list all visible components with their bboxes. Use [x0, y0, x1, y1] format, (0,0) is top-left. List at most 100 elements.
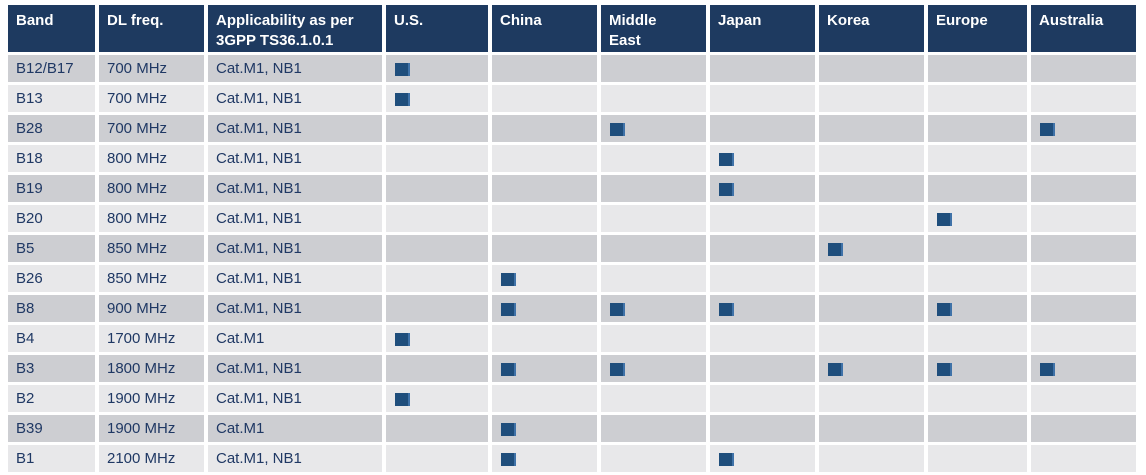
region-cell-korea: [819, 295, 924, 322]
region-cell-korea: [819, 415, 924, 442]
region-cell-us: [386, 205, 488, 232]
dl_freq-cell: 800 MHz: [99, 145, 204, 172]
region-cell-europe: [928, 115, 1027, 142]
region-cell-china: [492, 235, 597, 262]
region-cell-china: [492, 55, 597, 82]
region-cell-japan: [710, 415, 815, 442]
region-cell-china: [492, 415, 597, 442]
region-cell-middle_east: [601, 355, 706, 382]
applicability-cell: Cat.M1, NB1: [208, 115, 382, 142]
dl_freq-cell: 850 MHz: [99, 265, 204, 292]
blue-square-marker-icon: [1040, 362, 1055, 376]
region-cell-middle_east: [601, 445, 706, 472]
region-cell-japan: [710, 235, 815, 262]
band-cell: B8: [8, 295, 95, 322]
dl_freq-cell: 800 MHz: [99, 175, 204, 202]
applicability-cell: Cat.M1: [208, 325, 382, 352]
region-cell-us: [386, 115, 488, 142]
region-cell-europe: [928, 205, 1027, 232]
column-header-label: Japan: [718, 12, 762, 29]
applicability-cell: Cat.M1, NB1: [208, 175, 382, 202]
dl_freq-cell: 800 MHz: [99, 205, 204, 232]
region-cell-korea: [819, 445, 924, 472]
region-cell-korea: [819, 85, 924, 112]
column-header-label: Europe: [936, 12, 988, 29]
region-cell-europe: [928, 295, 1027, 322]
region-cell-korea: [819, 385, 924, 412]
region-cell-middle_east: [601, 85, 706, 112]
region-cell-australia: [1031, 355, 1136, 382]
region-cell-us: [386, 445, 488, 472]
applicability-cell: Cat.M1, NB1: [208, 295, 382, 322]
column-header-australia: Australia: [1031, 5, 1136, 52]
blue-square-marker-icon: [501, 272, 516, 286]
applicability-cell: Cat.M1, NB1: [208, 55, 382, 82]
applicability-cell: Cat.M1, NB1: [208, 445, 382, 472]
blue-square-marker-icon: [610, 302, 625, 316]
region-cell-europe: [928, 175, 1027, 202]
applicability-cell: Cat.M1, NB1: [208, 85, 382, 112]
region-cell-korea: [819, 265, 924, 292]
region-cell-europe: [928, 235, 1027, 262]
region-cell-japan: [710, 385, 815, 412]
region-cell-middle_east: [601, 415, 706, 442]
table-row: B12/B17 700 MHz Cat.M1, NB1: [8, 55, 1136, 82]
region-cell-middle_east: [601, 385, 706, 412]
region-cell-middle_east: [601, 175, 706, 202]
region-cell-korea: [819, 115, 924, 142]
table-row: B3 1800 MHz Cat.M1, NB1: [8, 355, 1136, 382]
band-cell: B18: [8, 145, 95, 172]
dl_freq-cell: 700 MHz: [99, 85, 204, 112]
region-cell-australia: [1031, 445, 1136, 472]
region-cell-japan: [710, 115, 815, 142]
applicability-cell: Cat.M1, NB1: [208, 355, 382, 382]
table-row: B18 800 MHz Cat.M1, NB1: [8, 145, 1136, 172]
region-cell-europe: [928, 85, 1027, 112]
region-cell-middle_east: [601, 145, 706, 172]
region-cell-japan: [710, 295, 815, 322]
applicability-cell: Cat.M1, NB1: [208, 205, 382, 232]
band-cell: B28: [8, 115, 95, 142]
region-cell-korea: [819, 355, 924, 382]
region-cell-japan: [710, 265, 815, 292]
band-support-table: Band DL freq. Applicability as per 3GPP TS…: [4, 2, 1140, 475]
blue-square-marker-icon: [501, 302, 516, 316]
band-cell: B5: [8, 235, 95, 262]
region-cell-korea: [819, 175, 924, 202]
region-cell-korea: [819, 235, 924, 262]
dl_freq-cell: 850 MHz: [99, 235, 204, 262]
blue-square-marker-icon: [828, 362, 843, 376]
region-cell-middle_east: [601, 115, 706, 142]
band-cell: B19: [8, 175, 95, 202]
column-header-label: Applicability as per 3GPP TS36.1.0.1: [216, 12, 354, 50]
blue-square-marker-icon: [395, 92, 410, 106]
region-cell-europe: [928, 385, 1027, 412]
table-row: B26 850 MHz Cat.M1, NB1: [8, 265, 1136, 292]
region-cell-middle_east: [601, 325, 706, 352]
dl_freq-cell: 700 MHz: [99, 115, 204, 142]
region-cell-us: [386, 265, 488, 292]
blue-square-marker-icon: [395, 62, 410, 76]
blue-square-marker-icon: [828, 242, 843, 256]
region-cell-japan: [710, 355, 815, 382]
table-row: B8 900 MHz Cat.M1, NB1: [8, 295, 1136, 322]
region-cell-china: [492, 145, 597, 172]
table-row: B2 1900 MHz Cat.M1, NB1: [8, 385, 1136, 412]
region-cell-japan: [710, 85, 815, 112]
column-header-label: DL freq.: [107, 12, 164, 29]
region-cell-middle_east: [601, 295, 706, 322]
region-cell-us: [386, 175, 488, 202]
table-row: B13 700 MHz Cat.M1, NB1: [8, 85, 1136, 112]
column-header-label: Band: [16, 12, 54, 29]
table-row: B28 700 MHz Cat.M1, NB1: [8, 115, 1136, 142]
region-cell-korea: [819, 325, 924, 352]
region-cell-china: [492, 325, 597, 352]
band-cell: B26: [8, 265, 95, 292]
blue-square-marker-icon: [937, 212, 952, 226]
dl_freq-cell: 1800 MHz: [99, 355, 204, 382]
column-header-dl_freq: DL freq.: [99, 5, 204, 52]
region-cell-us: [386, 355, 488, 382]
table-row: B19 800 MHz Cat.M1, NB1: [8, 175, 1136, 202]
column-header-japan: Japan: [710, 5, 815, 52]
